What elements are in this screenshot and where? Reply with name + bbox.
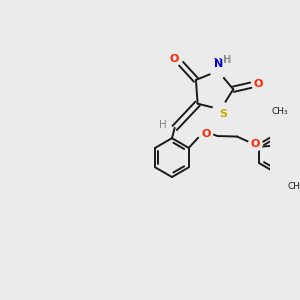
Text: O: O xyxy=(201,129,211,140)
Text: S: S xyxy=(219,109,227,119)
Text: CH₃: CH₃ xyxy=(288,182,300,191)
Circle shape xyxy=(249,137,262,151)
Text: H: H xyxy=(224,55,231,65)
Circle shape xyxy=(210,64,226,79)
Text: O: O xyxy=(254,79,263,89)
Text: N: N xyxy=(213,58,223,68)
Text: S: S xyxy=(219,110,227,120)
Text: O: O xyxy=(201,129,211,140)
Text: CH₃: CH₃ xyxy=(271,107,288,116)
Circle shape xyxy=(213,102,228,117)
Text: H: H xyxy=(223,55,230,65)
Text: O: O xyxy=(170,54,179,64)
Text: H: H xyxy=(159,120,167,130)
Text: O: O xyxy=(251,139,260,149)
Text: N: N xyxy=(214,59,224,69)
Circle shape xyxy=(199,128,212,141)
Text: O: O xyxy=(251,139,260,149)
